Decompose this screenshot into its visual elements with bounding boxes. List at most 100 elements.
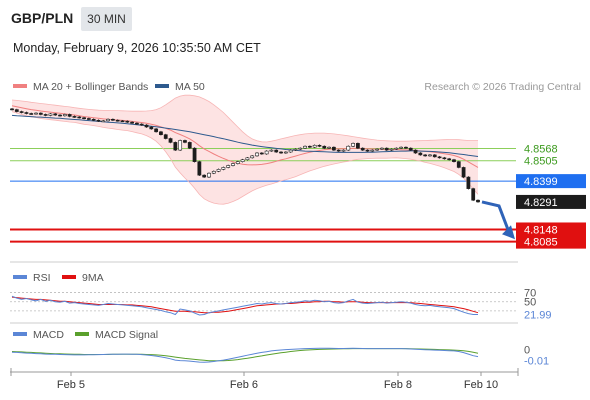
candle — [408, 147, 413, 151]
candle — [29, 113, 34, 115]
last-price-tag — [516, 194, 586, 209]
candle — [240, 159, 245, 162]
candle — [380, 147, 384, 150]
forecast-arrow-shaft — [481, 200, 511, 233]
macd-zero-label: 0 — [524, 345, 530, 357]
candle — [197, 161, 202, 176]
candle — [250, 155, 255, 159]
candle — [115, 119, 120, 122]
legend-swatch-rsi — [13, 275, 27, 279]
last-price-label: 4.8291 — [524, 197, 558, 209]
candle — [476, 199, 480, 203]
bollinger-upper-line — [11, 94, 478, 143]
candle — [202, 174, 207, 178]
candle — [298, 147, 303, 150]
candle — [327, 146, 331, 149]
ma50-line — [11, 114, 479, 157]
candle — [466, 176, 471, 189]
candle — [235, 161, 240, 164]
candle — [461, 167, 466, 178]
symbol-title: GBP/PLN — [11, 10, 74, 26]
candle — [394, 147, 399, 150]
timeframe-button[interactable]: 30 MIN — [81, 7, 132, 31]
candle — [471, 188, 476, 201]
legend-label-rsi: RSI — [33, 272, 51, 284]
reference-level-tag — [516, 174, 586, 189]
candle — [110, 118, 115, 121]
candle — [447, 158, 452, 161]
candle — [72, 116, 77, 118]
candle — [336, 149, 341, 152]
support-label: 4.8148 — [524, 224, 558, 236]
x-tick-label: Feb 8 — [384, 379, 412, 391]
legend-label-macd: MACD — [33, 329, 64, 341]
candle — [279, 151, 283, 154]
x-tick-label: Feb 5 — [57, 379, 85, 391]
candle — [91, 118, 96, 121]
candle — [43, 114, 48, 116]
candle — [144, 124, 149, 128]
candle — [413, 149, 418, 154]
candle — [10, 108, 14, 111]
candle — [207, 172, 211, 178]
reference-level-label: 4.8399 — [524, 176, 558, 188]
candle — [418, 152, 423, 156]
candle — [38, 112, 43, 115]
candle — [428, 154, 432, 157]
rsi-level-label: 70 — [524, 288, 536, 300]
candle — [384, 147, 389, 151]
x-tick-label: Feb 6 — [230, 379, 258, 391]
candle — [375, 148, 380, 151]
candle — [120, 120, 125, 123]
legend-label-rsi-ma: 9MA — [82, 272, 104, 284]
candle — [48, 113, 53, 116]
candle — [24, 112, 29, 114]
candle — [303, 145, 307, 149]
legend-swatch-ma20 — [13, 84, 27, 88]
legend-swatch-macd-signal — [75, 332, 89, 336]
candle — [135, 122, 139, 125]
candle — [53, 113, 58, 116]
candle — [346, 145, 351, 151]
candle — [442, 157, 447, 160]
legend-swatch-ma50 — [155, 84, 169, 88]
candle — [86, 118, 91, 120]
macd-last-value-label: -0.01 — [524, 356, 549, 368]
candle — [331, 146, 336, 151]
candle — [245, 157, 250, 161]
candle — [192, 147, 197, 162]
candle — [19, 111, 24, 113]
rsi-line — [11, 295, 478, 316]
candle — [312, 144, 317, 148]
candle — [226, 165, 231, 168]
candle — [360, 147, 365, 151]
candle — [255, 152, 259, 157]
candle — [423, 154, 428, 157]
candle — [317, 144, 322, 147]
candle — [130, 121, 135, 124]
candle — [168, 138, 173, 143]
candle — [322, 145, 327, 149]
candle — [437, 156, 442, 159]
candle — [82, 117, 86, 120]
candle — [452, 159, 456, 162]
legend-label-ma20: MA 20 + Bollinger Bands — [33, 81, 148, 93]
candle — [365, 149, 370, 152]
candle — [283, 151, 288, 154]
legend-label-macd-signal: MACD Signal — [95, 329, 158, 341]
candle — [399, 146, 404, 149]
candle — [58, 114, 62, 117]
candle — [34, 112, 38, 115]
candle — [432, 154, 437, 158]
candle — [178, 140, 183, 151]
resistance-label: 4.8505 — [524, 156, 558, 168]
candle — [163, 134, 168, 139]
candle — [154, 128, 159, 133]
rsi-last-value-label: 21.99 — [524, 310, 552, 322]
ma20-line — [11, 105, 479, 168]
candle — [341, 149, 346, 152]
candle — [231, 163, 235, 166]
forecast-arrow-head — [502, 225, 515, 240]
candle — [173, 142, 178, 151]
macd-line — [11, 347, 479, 363]
